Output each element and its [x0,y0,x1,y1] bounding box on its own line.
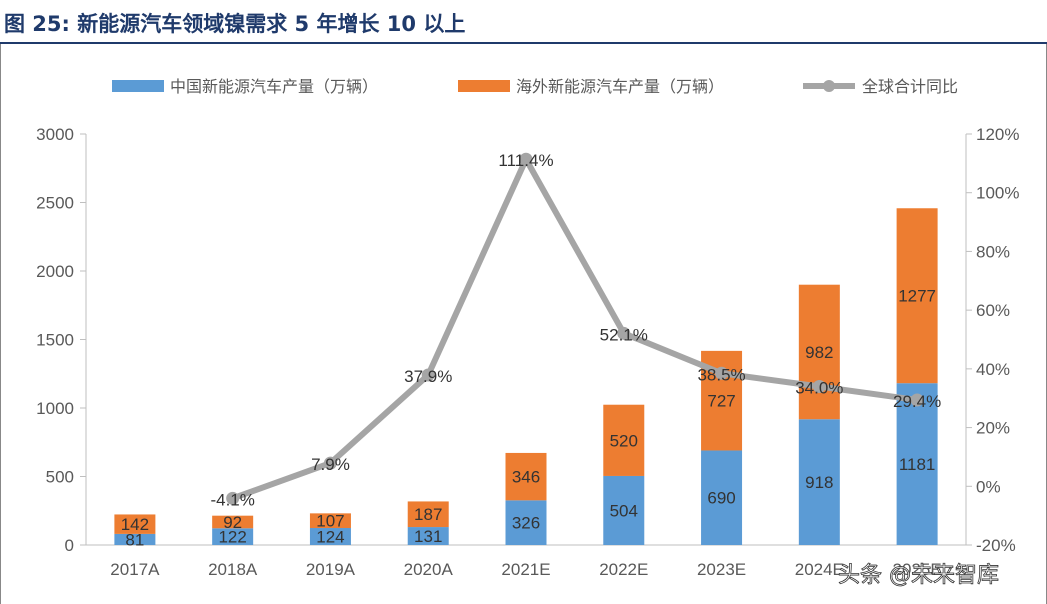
y-left-tick-label: 2500 [36,194,74,213]
bar-label-china: 690 [707,489,735,508]
x-tick-label: 2024E [795,560,844,579]
y-left-tick-label: 3000 [36,125,74,144]
legend-label-overseas: 海外新能源汽车产量（万辆） [516,77,724,96]
bar-overseas [505,452,547,501]
yoy-label: 52.1% [600,325,648,344]
bar-overseas [896,208,938,384]
y-right-tick-label: 40% [976,360,1010,379]
bar-label-china: 918 [805,473,833,492]
bar-overseas [309,513,351,529]
bar-overseas [798,284,840,420]
yoy-point [812,379,826,393]
bar-label-china: 326 [512,514,540,533]
bar-label-overseas: 346 [512,468,540,487]
x-tick-label: 2017A [110,560,160,579]
x-tick-label: 2020A [404,560,454,579]
yoy-label: -4.1% [210,490,254,509]
legend: 中国新能源汽车产量（万辆） 海外新能源汽车产量（万辆） 全球合计同比 [112,77,958,96]
frame-left-border [0,44,1,604]
bar-overseas [407,501,449,528]
bar-china [407,527,449,545]
y-left-tick-label: 1500 [36,331,74,350]
yoy-label: 29.4% [893,392,941,411]
yoy-point [421,368,435,382]
bar-label-overseas: 142 [121,515,149,534]
legend-label-china: 中国新能源汽车产量（万辆） [170,77,378,96]
yoy-point [519,152,533,166]
bar-label-china: 81 [125,530,144,549]
bar-label-china: 1181 [899,455,936,474]
x-tick-label: 2018A [208,560,258,579]
bar-label-overseas: 92 [223,513,242,532]
bar-china [896,383,938,545]
bar-china [798,419,840,545]
bar-label-overseas: 982 [805,343,833,362]
bar-label-overseas: 107 [316,512,344,531]
watermark: 头条 @未来智库 [838,563,999,588]
yoy-line [231,156,918,502]
yoy-point [617,326,631,340]
bar-label-china: 131 [414,527,442,546]
y-right-tick-label: 0% [976,477,1001,496]
bar-china [212,528,254,545]
axes: 0 500 1000 1500 2000 2500 3000 -20% 0% 20% 40% 60% 8… [36,125,1019,579]
x-tick-label: 2022E [599,560,648,579]
bar-china [701,450,743,545]
bar-label-china: 504 [610,501,638,520]
yoy-label: 34.0% [795,378,843,397]
y-left-tick-label: 1000 [36,399,74,418]
yoy-label: 7.9% [311,455,350,474]
legend-label-yoy: 全球合计同比 [862,77,958,96]
figure-title: 图 25: 新能源汽车领域镍需求 5 年增长 10 以上 [4,12,466,36]
yoy-point [910,393,924,407]
bar-china [114,533,156,545]
x-tick-label: 2019A [306,560,356,579]
bars [114,208,938,545]
bar-china [603,475,645,545]
title-rule [0,42,1047,44]
x-tick-label: 2025E [893,560,942,579]
y-left-tick-label: 2000 [36,262,74,281]
figure-header: 图 25: 新能源汽车领域镍需求 5 年增长 10 以上 [0,0,1047,44]
yoy-label: 111.4% [498,151,553,170]
bar-label-overseas: 1277 [898,287,936,306]
yoy-point [226,491,240,505]
y-left-tick-label: 500 [46,468,74,487]
bar-overseas [114,514,156,534]
bar-label-overseas: 187 [414,505,442,524]
yoy-line-series [226,152,924,505]
bar-label-china: 122 [218,528,246,547]
y-right-tick-label: 20% [976,419,1010,438]
bar-china [505,500,547,545]
x-tick-label: 2021E [501,560,550,579]
yoy-point [715,366,729,380]
legend-swatch-yoy-marker [823,80,835,92]
bar-label-overseas: 727 [707,392,735,411]
y-right-tick-label: 100% [976,184,1019,203]
y-right-tick-label: -20% [976,536,1016,555]
bar-china [309,528,351,545]
y-right-tick-label: 80% [976,242,1010,261]
yoy-point [323,456,337,470]
y-right-tick-label: 120% [976,125,1019,144]
bar-overseas [212,515,254,529]
yoy-label: 37.9% [404,367,452,386]
bar-label-overseas: 520 [610,431,638,450]
x-tick-label: 2023E [697,560,746,579]
yoy-label: 38.5% [697,365,745,384]
bar-overseas [603,404,645,476]
legend-swatch-china [112,80,164,92]
legend-swatch-overseas [458,80,510,92]
bar-label-china: 124 [316,528,344,547]
y-right-tick-label: 60% [976,301,1010,320]
y-left-tick-label: 0 [65,536,74,555]
